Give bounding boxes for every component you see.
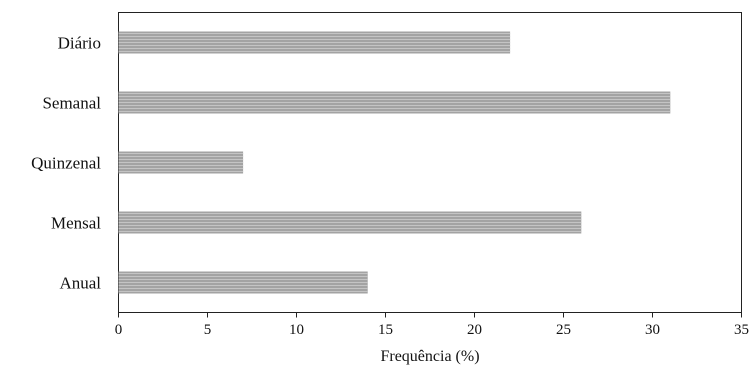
x-axis-title: Frequência (%) bbox=[380, 348, 479, 365]
category-label: Diário bbox=[58, 34, 101, 53]
category-labels: Diário Semanal Quinzenal Mensal Anual bbox=[31, 34, 101, 293]
x-axis-ticks: 0 5 10 15 20 25 30 35 bbox=[115, 312, 749, 338]
x-tick-label: 5 bbox=[204, 322, 212, 338]
x-tick-label: 10 bbox=[289, 322, 304, 338]
x-tick-label: 25 bbox=[556, 322, 571, 338]
x-tick-label: 15 bbox=[378, 322, 393, 338]
category-label: Semanal bbox=[42, 94, 101, 113]
bar-1 bbox=[118, 91, 671, 114]
bar-2 bbox=[118, 151, 244, 174]
bar-0 bbox=[118, 31, 511, 54]
x-tick-label: 35 bbox=[734, 322, 749, 338]
x-tick-label: 0 bbox=[115, 322, 123, 338]
x-tick-label: 30 bbox=[645, 322, 660, 338]
bar-4 bbox=[118, 271, 368, 294]
category-label: Mensal bbox=[51, 214, 101, 233]
category-label: Quinzenal bbox=[31, 154, 101, 173]
x-tick-label: 20 bbox=[467, 322, 482, 338]
bars-layer bbox=[118, 31, 671, 294]
category-label: Anual bbox=[59, 274, 101, 293]
bar-3 bbox=[118, 211, 582, 234]
